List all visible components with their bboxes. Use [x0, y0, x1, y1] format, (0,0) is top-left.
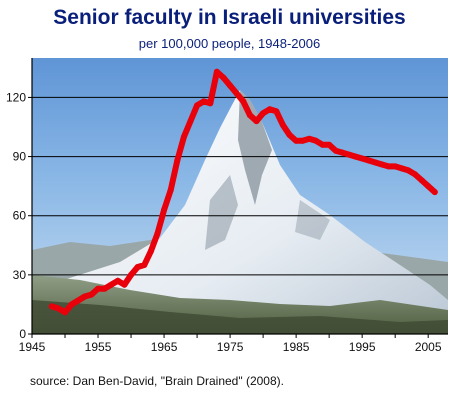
data-point-1965 — [161, 206, 168, 213]
chart-subtitle: per 100,000 people, 1948-2006 — [138, 36, 321, 51]
data-point-1953 — [81, 293, 88, 300]
data-point-2006 — [431, 189, 438, 196]
data-point-1999 — [385, 163, 392, 170]
x-tick-label: 1995 — [349, 340, 376, 354]
data-point-1951 — [68, 301, 75, 308]
data-point-1958 — [114, 277, 121, 284]
data-point-1976 — [233, 90, 240, 97]
data-point-1964 — [154, 230, 161, 237]
data-point-1989 — [319, 141, 326, 148]
data-point-1978 — [246, 112, 253, 119]
data-point-1987 — [306, 135, 313, 142]
x-tick-label: 1965 — [151, 340, 178, 354]
data-point-1983 — [279, 122, 286, 129]
data-point-1956 — [101, 285, 108, 292]
data-point-1968 — [180, 133, 187, 140]
data-point-1966 — [167, 187, 174, 194]
data-point-1997 — [372, 159, 379, 166]
y-axis-ticks: 0 30 60 90 120 — [6, 90, 32, 341]
data-point-1971 — [200, 98, 207, 105]
x-tick-label: 1985 — [283, 340, 310, 354]
data-point-1980 — [260, 110, 267, 117]
x-tick-label: 1945 — [19, 340, 46, 354]
data-point-2004 — [418, 177, 425, 184]
data-point-1962 — [141, 262, 148, 268]
x-tick-label: 1975 — [217, 340, 244, 354]
x-axis-ticks: 1945 1955 1965 1975 1985 1995 2005 — [19, 334, 442, 354]
data-point-1986 — [299, 137, 306, 144]
data-point-1985 — [293, 137, 300, 144]
data-point-1954 — [88, 291, 95, 298]
y-tick-label: 30 — [13, 268, 27, 282]
data-point-1977 — [240, 98, 247, 105]
data-point-1996 — [365, 157, 372, 164]
data-point-1975 — [227, 82, 234, 89]
data-point-2003 — [411, 171, 418, 178]
y-tick-label: 90 — [13, 150, 27, 164]
data-point-1990 — [326, 141, 333, 148]
series-points — [48, 68, 438, 316]
data-point-1988 — [312, 137, 319, 144]
data-point-1981 — [266, 106, 273, 113]
data-point-1994 — [352, 153, 359, 160]
data-point-1967 — [174, 157, 181, 164]
y-tick-label: 0 — [19, 327, 26, 341]
data-point-1993 — [345, 151, 352, 158]
data-point-2001 — [398, 165, 405, 172]
data-point-1979 — [253, 118, 260, 125]
data-point-1982 — [273, 108, 280, 115]
data-point-1963 — [147, 248, 154, 255]
data-point-1957 — [108, 281, 115, 288]
data-point-1992 — [339, 149, 346, 156]
data-point-1959 — [121, 281, 128, 288]
data-point-1955 — [95, 285, 102, 292]
data-point-2002 — [405, 167, 412, 174]
data-point-1995 — [359, 155, 366, 162]
data-point-1960 — [128, 271, 135, 278]
data-point-1974 — [220, 74, 227, 81]
data-point-1972 — [207, 100, 214, 107]
data-point-1973 — [213, 68, 220, 75]
data-point-1949 — [55, 305, 62, 312]
data-point-1961 — [134, 263, 141, 270]
data-point-1950 — [62, 309, 69, 316]
data-point-2005 — [425, 183, 432, 190]
source-note: source: Dan Ben-David, "Brain Drained" (… — [30, 374, 284, 388]
x-tick-label: 2005 — [415, 340, 442, 354]
data-point-1984 — [286, 131, 293, 138]
chart-title: Senior faculty in Israeli universities — [53, 6, 406, 29]
data-point-1948 — [48, 303, 55, 310]
y-tick-label: 120 — [6, 90, 26, 104]
data-point-1969 — [187, 118, 194, 125]
data-point-1970 — [194, 102, 201, 109]
data-point-1952 — [75, 297, 82, 304]
data-point-1991 — [332, 147, 339, 154]
data-point-2000 — [392, 163, 399, 170]
data-point-1998 — [378, 161, 385, 168]
y-tick-label: 60 — [13, 209, 27, 223]
x-tick-label: 1955 — [85, 340, 112, 354]
